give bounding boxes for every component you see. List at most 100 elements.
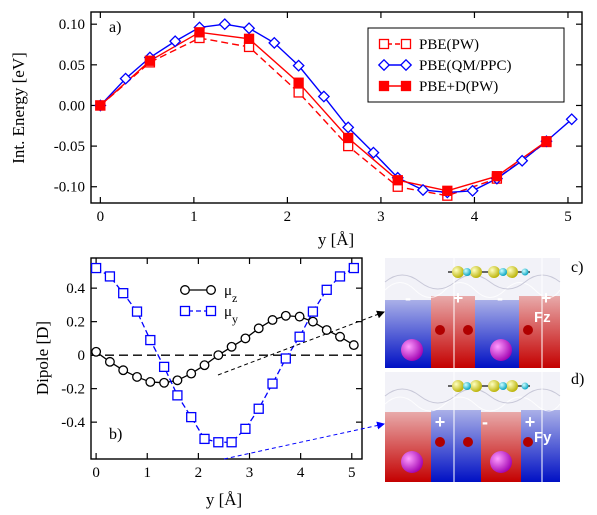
a-pbe-d-pw-point-3	[243, 33, 255, 44]
b-series-1-point-1	[104, 271, 116, 282]
b-series-1-point-5	[158, 361, 170, 373]
b-series-0-point-1	[104, 356, 115, 367]
panel-b-frame	[90, 257, 363, 460]
panel-a-legend: PBE(PW) PBE(QM/PPC) PBE+D(PW)	[367, 27, 565, 103]
b-series-0-point-9	[213, 350, 224, 361]
a-pbe-qm-ppc-point-19	[565, 113, 578, 126]
b-series-1-point-16	[307, 306, 319, 317]
a-pbe-qm-ppc-point-3	[169, 35, 182, 48]
panel-b-tag: b)	[109, 426, 122, 443]
b-series-1-point-2	[118, 288, 129, 299]
arrow-to-inset-d	[223, 421, 385, 460]
a-pbe-qm-ppc-point-5	[218, 18, 231, 31]
b-series-0-point-16	[307, 316, 318, 327]
inset-d-field-map: + - + Fy d)	[384, 371, 584, 482]
panel-a-frame	[90, 11, 583, 204]
b-series-1-point-19	[348, 262, 359, 274]
legend-b-1-left-point-0	[179, 305, 191, 317]
b-series-0-point-0	[91, 346, 102, 357]
inset-d-atom	[521, 382, 529, 390]
a-ytick-label-2: 0.00	[59, 98, 85, 114]
a-pbe-qm-ppc-point-15	[466, 184, 479, 197]
legend-a-1-left-point-0	[377, 58, 391, 72]
a-ytick-label-0: 0.10	[59, 17, 85, 33]
inset-d-sign-3: +	[525, 412, 536, 432]
a-xtick-label-4: 4	[471, 209, 479, 225]
legend-a-label-1: PBE(QM/PPC)	[419, 58, 512, 74]
b-series-1-point-7	[186, 411, 197, 423]
legend-a-1-right-point-0	[399, 58, 413, 72]
inset-d-tag: d)	[571, 371, 584, 388]
b-series-0-point-14	[280, 310, 291, 321]
a-pbe-d-pw-point-7	[442, 185, 453, 196]
b-xtick-label-3: 3	[246, 465, 254, 481]
panel-a-tag: a)	[109, 19, 121, 36]
legend-b-label-0: μz	[224, 283, 237, 305]
a-pbe-d-pw-point-9	[541, 136, 552, 147]
panel-b-xlabel: y [Å]	[206, 490, 242, 509]
legend-b-label-1: μy	[224, 304, 238, 326]
inset-d-field-label: Fy	[534, 429, 552, 446]
inset-d-atom	[463, 382, 471, 390]
b-series-1-point-14	[280, 353, 291, 364]
inset-c-sign-1: -	[405, 288, 411, 308]
a-ytick-label-1: 0.05	[59, 58, 85, 74]
a-pbe-qm-ppc-point-6	[242, 22, 256, 35]
b-series-0-point-4	[145, 377, 156, 387]
a-pbe-qm-ppc-point-13	[416, 183, 430, 197]
a-ytick-label-3: -0.05	[54, 139, 85, 155]
b-xtick-label-4: 4	[297, 465, 305, 481]
a-pbe-qm-ppc-point-9	[317, 90, 330, 103]
b-series-0-point-19	[348, 340, 359, 351]
inset-c-field-map: - + - + Fz c)	[384, 258, 583, 368]
b-xtick-label-0: 0	[92, 465, 100, 481]
inset-c-atom	[488, 266, 500, 278]
panel-a-ylabel: Int. Energy [eV]	[9, 52, 28, 164]
b-series-1-point-3	[131, 306, 143, 317]
inset-c-substrate-atom	[435, 325, 445, 335]
a-pbe-qm-ppc-point-8	[292, 59, 305, 72]
inset-c-atom	[463, 268, 471, 276]
inset-d-substrate-atom	[463, 437, 473, 447]
b-xtick-label-1: 1	[143, 465, 151, 481]
legend-b-0-left-point-0	[180, 285, 190, 295]
inset-c-sign-3: -	[497, 288, 503, 308]
legend-a-0-left-point-0	[378, 38, 390, 50]
b-series-0-point-8	[199, 360, 210, 371]
a-pbe-qm-ppc-point-17	[516, 154, 529, 167]
a-pbe-d-pw-point-8	[491, 171, 503, 182]
inset-d-sign-1: +	[435, 412, 446, 432]
legend-b-0-right-point-0	[206, 285, 216, 295]
b-ytick-label-4: -0.4	[61, 415, 85, 431]
inset-c-substrate-atom	[490, 339, 512, 361]
a-pbe-d-pw-point-6	[392, 175, 403, 186]
a-pbe-d-pw-point-2	[194, 27, 205, 38]
inset-d-substrate-atom	[435, 437, 445, 447]
a-pbe-d-pw-point-5	[343, 132, 354, 144]
inset-d-atom	[506, 380, 518, 392]
b-series-0-point-17	[321, 325, 332, 335]
legend-a-label-0: PBE(PW)	[419, 37, 479, 53]
inset-d-atom	[452, 380, 464, 392]
a-pbe-qm-ppc-point-7	[268, 36, 281, 50]
b-series-1-point-6	[172, 390, 183, 401]
field-contour	[384, 282, 561, 298]
b-series-0-point-18	[335, 331, 345, 342]
a-ytick-label-4: -0.10	[54, 180, 85, 196]
a-xtick-label-2: 2	[284, 209, 292, 225]
b-xtick-label-2: 2	[195, 465, 203, 481]
b-series-1-point-8	[199, 433, 210, 445]
inset-c-substrate-atom	[463, 325, 473, 335]
inset-c-substrate-atom	[523, 325, 533, 335]
inset-d-substrate-atom	[401, 451, 423, 473]
b-series-1-point-10	[226, 437, 237, 448]
b-series-0-point-15	[294, 311, 305, 322]
arrow-to-inset-c	[217, 310, 385, 376]
a-pbe-pw-point-4	[293, 87, 304, 98]
b-series-0-point-6	[172, 375, 183, 386]
inset-c-field-label: Fz	[534, 309, 551, 326]
inset-d-atom	[488, 380, 500, 392]
inset-d-atom	[499, 382, 507, 390]
b-series-0-point-11	[240, 333, 251, 344]
legend-a-label-2: PBE+D(PW)	[419, 79, 498, 95]
